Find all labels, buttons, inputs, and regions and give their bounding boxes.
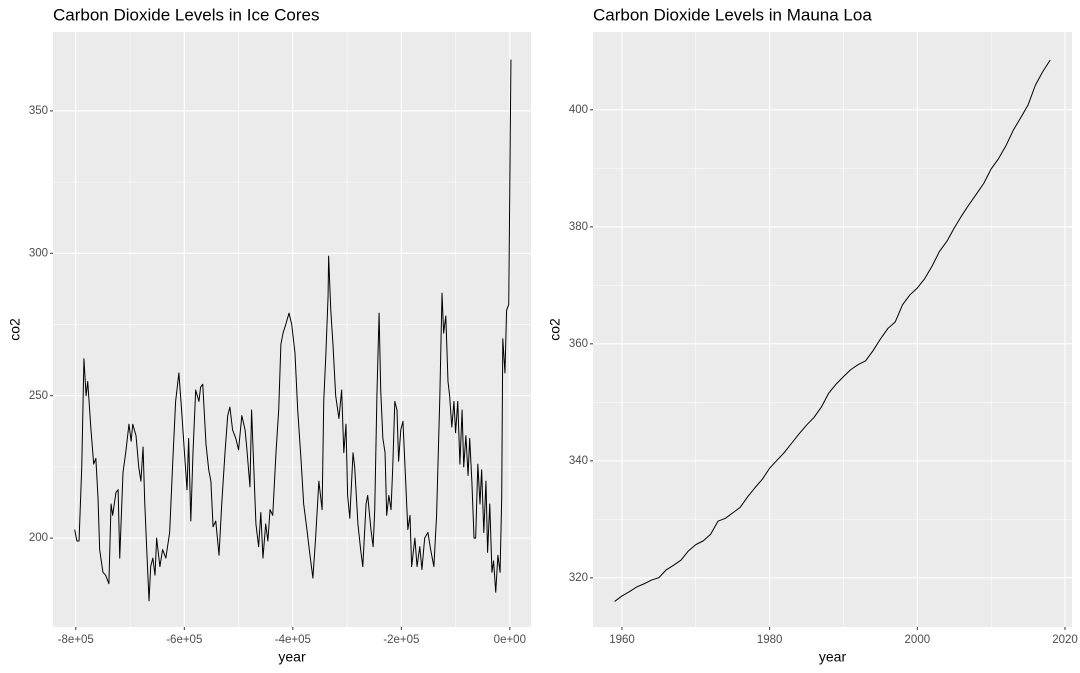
x-tick-label: 2000 (905, 634, 931, 646)
x-tick-label: -2e+05 (383, 634, 419, 646)
y-tick-label: 300 (29, 247, 48, 259)
chart-title: Carbon Dioxide Levels in Ice Cores (53, 5, 319, 24)
y-axis-title: co2 (7, 318, 23, 341)
data-line (74, 59, 512, 602)
plot-background (593, 32, 1072, 627)
y-tick-label: 350 (29, 105, 48, 117)
data-line (614, 59, 1051, 602)
chart-title: Carbon Dioxide Levels in Mauna Loa (593, 5, 872, 24)
y-axis-title: co2 (547, 318, 563, 341)
y-tick-label: 360 (569, 338, 588, 350)
x-tick-label: -4e+05 (275, 634, 311, 646)
y-tick-label: 250 (29, 390, 48, 402)
y-tick-label: 380 (569, 221, 588, 233)
x-axis-title: year (819, 649, 847, 665)
x-tick-label: 1960 (609, 634, 635, 646)
x-tick-label: 2020 (1052, 634, 1078, 646)
x-axis-title: year (278, 649, 306, 665)
x-tick-label: -8e+05 (58, 634, 94, 646)
y-tick-label: 400 (569, 104, 588, 116)
y-tick-label: 340 (569, 455, 588, 467)
x-tick-label: -6e+05 (166, 634, 202, 646)
y-tick-label: 200 (29, 532, 48, 544)
x-tick-label: 1980 (757, 634, 783, 646)
x-tick-label: 0e+00 (494, 634, 526, 646)
y-tick-label: 320 (569, 572, 588, 584)
